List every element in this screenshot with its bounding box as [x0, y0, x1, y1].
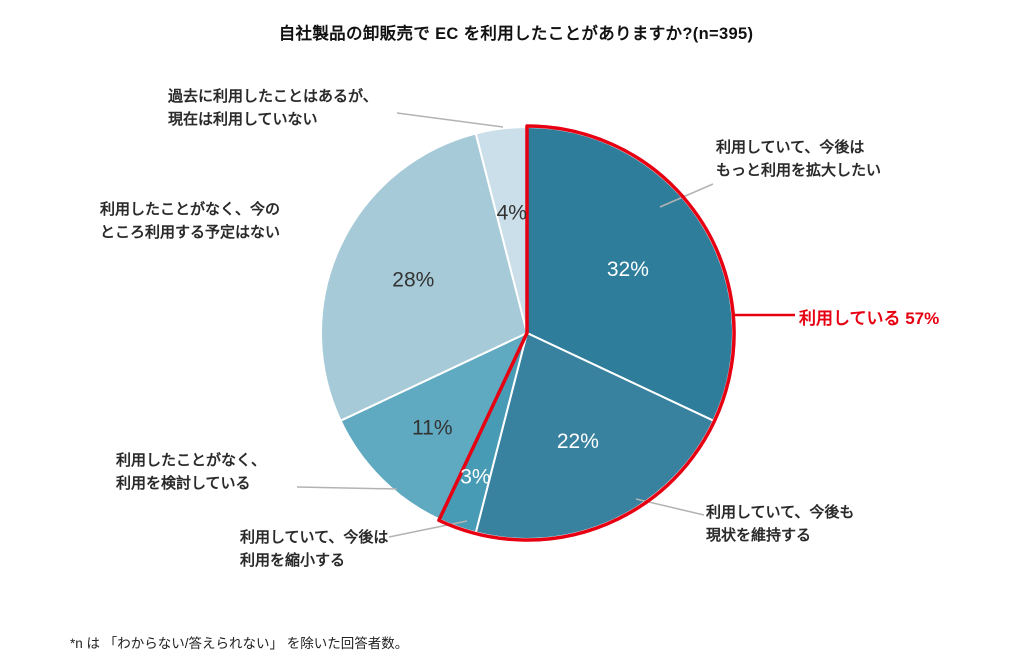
pie-slice-value-label: 3% — [460, 465, 490, 488]
leader-line-past-use — [396, 112, 504, 128]
leader-line-considering — [296, 486, 398, 490]
label-line: 過去に利用したことはあるが、 — [168, 88, 378, 105]
pie-slice-value-label: 22% — [557, 430, 599, 453]
label-expand: 利用していて、今後は もっと利用を拡大したい — [716, 137, 881, 182]
label-no-plan: 利用したことがなく、今の ところ利用する予定はない — [100, 199, 280, 244]
pie-slice-5 — [320, 132, 528, 422]
pie-slice-value-label: 11% — [412, 417, 452, 440]
pie-slices — [320, 126, 734, 540]
label-line: 利用を縮小する — [240, 551, 346, 569]
label-line: 現状を維持する — [706, 526, 812, 544]
label-line: 利用していて、今後は — [716, 139, 865, 156]
label-shrink: 利用していて、今後は 利用を縮小する — [240, 527, 388, 572]
label-considering: 利用したことがなく、 利用を検討している — [116, 450, 266, 495]
chart-title: 自社製品の卸販売で EC を利用したことがありますか?(n=395) — [278, 25, 754, 43]
label-line: もっと利用を拡大したい — [716, 161, 882, 179]
label-past-use: 過去に利用したことはあるが、 現在は利用していない — [168, 86, 378, 131]
label-line: 利用していて、今後は — [240, 529, 389, 546]
leader-line-expand — [659, 183, 714, 208]
label-line: 利用したことがなく、今の — [100, 201, 281, 218]
label-line: 利用したことがなく、 — [116, 452, 267, 469]
pie-slice-value-label: 28% — [392, 269, 434, 292]
footnote: *n は 「わからない/答えられない」 を除いた回答者数。 — [70, 636, 409, 651]
label-maintain: 利用していて、今後も 現状を維持する — [706, 502, 854, 547]
highlight-outline — [437, 124, 736, 542]
pie-value-labels: 32% 22% 3% 11% 28% 4% — [392, 201, 649, 488]
pie-slice-value-label: 32% — [607, 258, 649, 281]
highlight-total-label: 利用している 57% — [799, 309, 940, 328]
pie-slice-4 — [339, 332, 528, 521]
label-line: 利用していて、今後も — [706, 504, 855, 521]
pie-slice-value-label: 4% — [497, 201, 527, 224]
label-line: 利用を検討している — [116, 474, 251, 492]
label-line: 現在は利用していない — [168, 110, 318, 128]
leader-line-shrink — [388, 520, 468, 538]
label-line: ところ利用する予定はない — [100, 223, 281, 241]
